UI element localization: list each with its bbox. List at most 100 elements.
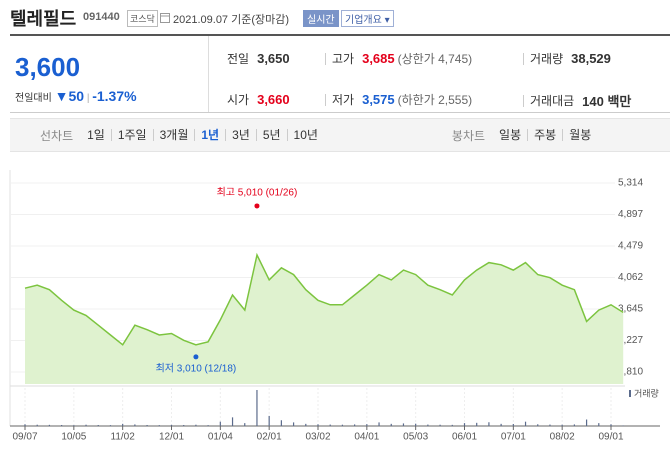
volume-bar bbox=[268, 415, 270, 426]
quote-note: (상한가 4,745) bbox=[397, 52, 473, 66]
tab-group-label: 선차트 bbox=[40, 128, 74, 143]
company-info-label: 기업개요 bbox=[345, 15, 382, 26]
period-tab[interactable]: 3년 bbox=[225, 129, 256, 141]
separator bbox=[325, 52, 326, 65]
market-badge: 코스닥 bbox=[127, 10, 158, 27]
volume-bar bbox=[219, 421, 221, 426]
change-value: 50 bbox=[68, 88, 85, 104]
quote-label: 저가 bbox=[332, 93, 355, 107]
volume-bar bbox=[463, 423, 466, 426]
legend-label: 거래량 bbox=[634, 387, 659, 398]
volume-bar bbox=[170, 424, 173, 426]
volume-bar bbox=[512, 423, 514, 426]
stock-name: 텔레필드 bbox=[10, 9, 77, 29]
volume-bar bbox=[292, 422, 295, 426]
volume-bar bbox=[585, 419, 588, 426]
volume-bar bbox=[476, 422, 478, 426]
volume-bar bbox=[280, 420, 282, 426]
volume-bar bbox=[561, 424, 563, 426]
volume-bar bbox=[402, 423, 405, 426]
volume-bar bbox=[122, 423, 124, 426]
y-tick-label: 3,227 bbox=[618, 335, 643, 346]
period-tab[interactable]: 3개월 bbox=[152, 129, 195, 141]
period-tab[interactable]: 10년 bbox=[286, 129, 324, 141]
volume-bar bbox=[256, 390, 258, 426]
volume-bar bbox=[97, 424, 99, 426]
stock-code: 091440 bbox=[83, 11, 120, 23]
volume-bar bbox=[366, 424, 368, 426]
period-tab[interactable]: 1주일 bbox=[110, 129, 153, 141]
x-tick-label: 10/05 bbox=[61, 432, 86, 443]
x-tick-label: 04/01 bbox=[354, 432, 379, 443]
candle-tab[interactable]: 일봉 bbox=[499, 128, 522, 142]
x-tick-label: 02/01 bbox=[257, 432, 282, 443]
x-tick-label: 01/04 bbox=[208, 432, 233, 443]
separator bbox=[523, 94, 524, 107]
change-label: 전일대비 bbox=[15, 93, 52, 104]
quote-value: 140 백만 bbox=[582, 94, 632, 109]
volume-bar bbox=[524, 421, 527, 426]
price-box bbox=[10, 36, 209, 112]
volume-bar bbox=[158, 425, 160, 426]
x-tick-label: 09/07 bbox=[12, 432, 37, 443]
period-tab[interactable]: 1일 bbox=[87, 128, 105, 142]
date: 2021.09.07 기준(장마감) bbox=[173, 14, 290, 26]
y-tick-label: 5,314 bbox=[618, 178, 643, 189]
period-tab[interactable]: 1년 bbox=[194, 129, 225, 141]
quote-cell: 고가 3,685 (상한가 4,745) bbox=[325, 50, 472, 67]
divider bbox=[10, 34, 670, 36]
realtime-button[interactable]: 실시간 bbox=[303, 10, 339, 27]
company-info-button[interactable]: 기업개요 ▾ bbox=[341, 10, 394, 27]
candle-tab[interactable]: 주봉 bbox=[527, 129, 562, 141]
volume-bar bbox=[195, 424, 197, 426]
x-tick-label: 06/01 bbox=[452, 432, 477, 443]
candle-tab[interactable]: 월봉 bbox=[562, 129, 597, 141]
price-area bbox=[25, 255, 624, 384]
quote-label: 거래대금 bbox=[530, 94, 575, 108]
chart: 2,810 3,227 3,645 4,062 4,479 4,897 5,314 09/07… bbox=[9, 170, 660, 443]
quote-value: 3,575 bbox=[362, 92, 395, 107]
annotation: 최고 5,010 (01/26) bbox=[217, 187, 298, 199]
y-tick-label: 4,062 bbox=[618, 272, 643, 283]
y-tick-label: 4,479 bbox=[618, 241, 643, 252]
volume-bar bbox=[439, 424, 441, 426]
quote-value: 3,650 bbox=[257, 51, 290, 66]
volume-bar bbox=[329, 424, 331, 426]
volume-bar bbox=[622, 425, 624, 426]
volume-bar bbox=[207, 425, 209, 426]
quote-cell: 거래량 38,529 bbox=[523, 50, 611, 67]
volume-bar bbox=[231, 417, 234, 426]
x-tick-label: 08/02 bbox=[550, 432, 575, 443]
separator bbox=[325, 93, 326, 106]
change: 전일대비 ▼50 | -1.37% bbox=[15, 88, 137, 104]
volume-bar bbox=[500, 423, 502, 426]
volume-bar bbox=[183, 424, 185, 426]
volume-bar bbox=[415, 423, 417, 426]
x-tick-label: 07/01 bbox=[501, 432, 526, 443]
volume-bar bbox=[73, 425, 75, 426]
quote-value: 3,685 bbox=[362, 51, 395, 66]
volume-bar bbox=[573, 424, 575, 426]
quote-label: 시가 bbox=[227, 93, 250, 107]
quote-label: 고가 bbox=[332, 52, 355, 66]
x-tick-label: 03/02 bbox=[305, 432, 330, 443]
volume-bar bbox=[244, 423, 246, 426]
quote-cell: 저가 3,575 (하한가 2,555) bbox=[325, 91, 472, 108]
quote-cell: 시가 3,660 bbox=[227, 91, 290, 108]
period-tab[interactable]: 5년 bbox=[255, 129, 287, 141]
volume-bar bbox=[341, 424, 344, 426]
x-tick-label: 05/03 bbox=[403, 432, 428, 443]
volume-bar bbox=[427, 424, 429, 426]
volume-bar bbox=[537, 424, 539, 426]
change-rate: -1.37% bbox=[92, 88, 137, 104]
volume-bar bbox=[134, 424, 136, 426]
volume-bar bbox=[109, 425, 112, 426]
volume-bar bbox=[146, 424, 148, 426]
x-tick-label: 11/02 bbox=[111, 432, 136, 443]
volume-bar bbox=[61, 424, 63, 426]
volume-bar bbox=[305, 423, 307, 426]
volume-bar bbox=[354, 424, 356, 426]
quote-cell: 거래대금 140 백만 bbox=[523, 91, 631, 110]
tab-group-label: 봉차트 bbox=[451, 128, 486, 143]
